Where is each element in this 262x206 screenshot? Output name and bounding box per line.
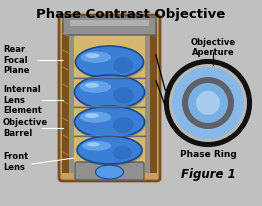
Text: Front
Lens: Front Lens bbox=[3, 152, 28, 172]
Circle shape bbox=[182, 77, 234, 129]
Bar bbox=[145, 23, 150, 173]
Circle shape bbox=[166, 61, 250, 145]
Bar bbox=[74, 135, 145, 137]
Ellipse shape bbox=[81, 52, 111, 63]
Ellipse shape bbox=[77, 48, 145, 80]
Circle shape bbox=[169, 64, 247, 142]
Ellipse shape bbox=[78, 138, 143, 166]
Bar bbox=[74, 23, 145, 173]
Text: Phase Contrast Objective: Phase Contrast Objective bbox=[36, 8, 226, 21]
Ellipse shape bbox=[87, 142, 100, 146]
Ellipse shape bbox=[80, 81, 111, 93]
Circle shape bbox=[172, 67, 244, 139]
Bar bbox=[70, 20, 149, 26]
Circle shape bbox=[188, 83, 228, 123]
Bar bbox=[74, 106, 145, 108]
Ellipse shape bbox=[75, 46, 144, 78]
Text: Rear
Focal
Plane: Rear Focal Plane bbox=[3, 45, 30, 75]
Ellipse shape bbox=[113, 57, 133, 73]
Text: Internal
Lens
Element: Internal Lens Element bbox=[3, 85, 42, 115]
Ellipse shape bbox=[85, 83, 99, 88]
Circle shape bbox=[196, 91, 220, 115]
Ellipse shape bbox=[113, 117, 134, 133]
Ellipse shape bbox=[75, 77, 145, 111]
Text: Phase Ring: Phase Ring bbox=[180, 150, 236, 159]
FancyBboxPatch shape bbox=[59, 15, 160, 181]
Ellipse shape bbox=[82, 141, 111, 151]
FancyBboxPatch shape bbox=[75, 162, 144, 180]
Ellipse shape bbox=[74, 75, 145, 109]
Ellipse shape bbox=[96, 165, 123, 179]
Ellipse shape bbox=[86, 53, 99, 58]
Bar bbox=[74, 77, 145, 79]
FancyBboxPatch shape bbox=[63, 17, 156, 35]
Text: Objective
Barrel: Objective Barrel bbox=[3, 118, 48, 138]
Text: Objective
Aperture: Objective Aperture bbox=[190, 38, 236, 57]
Ellipse shape bbox=[75, 108, 145, 140]
Bar bbox=[150, 23, 157, 173]
Ellipse shape bbox=[74, 106, 145, 138]
Bar bbox=[62, 23, 69, 173]
Ellipse shape bbox=[85, 113, 99, 118]
Ellipse shape bbox=[113, 146, 132, 160]
Ellipse shape bbox=[113, 87, 134, 104]
Bar bbox=[69, 23, 74, 173]
Ellipse shape bbox=[80, 112, 111, 123]
Ellipse shape bbox=[77, 136, 142, 164]
Text: Figure 1: Figure 1 bbox=[181, 168, 235, 181]
